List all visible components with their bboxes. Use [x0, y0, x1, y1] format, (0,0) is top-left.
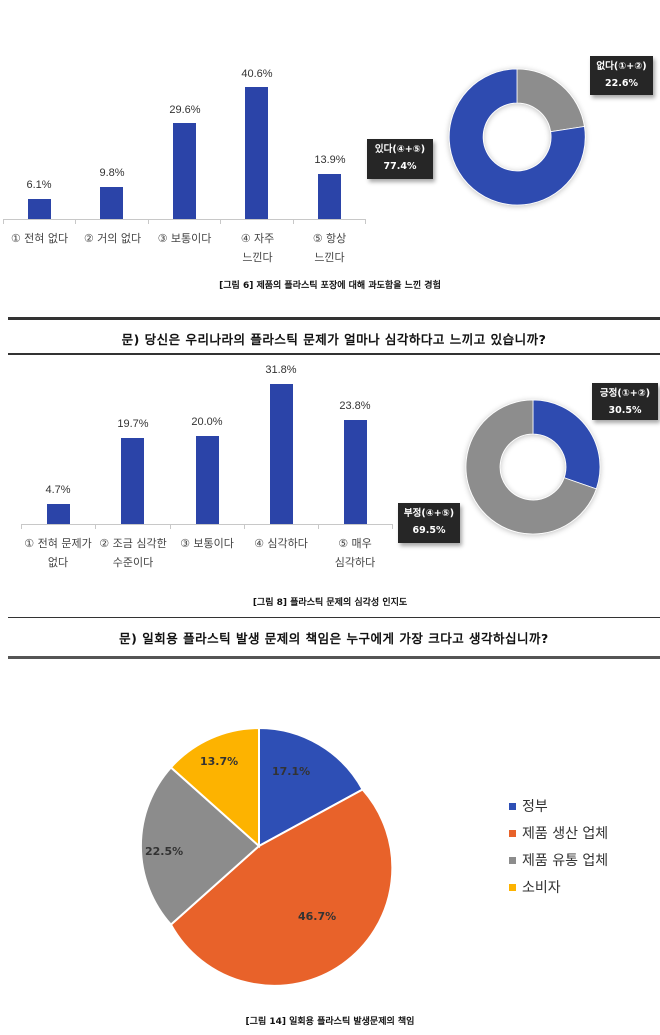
donut-label-positive-title: 긍정(①+②): [599, 388, 651, 399]
bar-value-3: 29.6%: [169, 104, 201, 116]
bar-1: [47, 504, 70, 524]
category-label-2: ② 조금 심각한 수준이다: [99, 537, 167, 569]
axis-tick: [148, 219, 149, 224]
bar-value-2: 19.7%: [117, 418, 149, 430]
donut-label-no-title: 없다(①+②): [596, 61, 647, 72]
bar-value-2: 9.8%: [99, 167, 125, 179]
legend-label: 제품 생산 업체: [522, 826, 609, 842]
donut-label-positive: 긍정(①+②) 30.5%: [592, 383, 658, 420]
bar-3: [173, 123, 196, 219]
category-label-4: ④ 심각하다: [254, 537, 308, 550]
bar-value-1: 4.7%: [45, 484, 71, 496]
category-label-2: ② 거의 없다: [83, 232, 142, 245]
donut-label-negative-value: 69.5%: [412, 525, 446, 536]
pie-slice-distributor: [139, 765, 261, 927]
category-label-3: ③ 보통이다: [180, 537, 234, 550]
category-label-5: ⑤ 항상 느낀다: [312, 232, 347, 264]
axis-tick: [293, 219, 294, 224]
donut-segment-yes: [448, 68, 586, 206]
bar-4: [270, 384, 293, 524]
divider-thick: [8, 317, 660, 320]
bar-value-1: 6.1%: [26, 179, 52, 191]
axis-tick: [170, 524, 171, 529]
x-axis: [3, 219, 366, 220]
pie-slice-consumer: [169, 726, 260, 849]
bar-value-4: 31.8%: [265, 364, 297, 376]
donut-label-no: 없다(①+②) 22.6%: [590, 56, 653, 95]
axis-tick: [392, 524, 393, 529]
figure8-caption: [그림 8] 플라스틱 문제의 심각성 인지도: [252, 598, 408, 608]
pie-slice-manufacturer: [169, 788, 394, 987]
donut-segment-no: [516, 68, 585, 133]
pie-label-government: 17.1%: [272, 765, 311, 778]
legend-label: 제품 유통 업체: [522, 853, 609, 869]
question-3: 문) 일회용 플라스틱 발생 문제의 책임은 누구에게 가장 크다고 생각하십니…: [119, 631, 549, 646]
category-label-3: ③ 보통이다: [157, 232, 212, 245]
pie-label-manufacturer: 46.7%: [298, 910, 337, 923]
donut-label-positive-value: 30.5%: [608, 405, 642, 416]
divider: [8, 617, 660, 618]
axis-tick: [3, 219, 4, 224]
legend-label: 소비자: [522, 880, 561, 896]
axis-tick: [75, 219, 76, 224]
category-label-4: ④ 자주 느낀다: [240, 232, 275, 264]
divider-thick: [8, 656, 660, 659]
axis-tick: [365, 219, 366, 224]
axis-tick: [318, 524, 319, 529]
axis-tick: [244, 524, 245, 529]
x-axis: [21, 524, 392, 525]
legend-item-consumer: 소비자: [509, 877, 561, 897]
pie-label-consumer: 13.7%: [200, 755, 239, 768]
divider: [8, 353, 660, 355]
axis-tick: [220, 219, 221, 224]
axis-tick: [21, 524, 22, 529]
bar-value-3: 20.0%: [191, 416, 223, 428]
legend-item-government: 정부: [509, 796, 548, 816]
donut-label-negative-title: 부정(④+⑤): [403, 508, 455, 519]
category-label-5: ⑤ 매우 심각하다: [334, 537, 376, 569]
legend-swatch: [509, 802, 516, 810]
legend-label: 정부: [522, 799, 548, 815]
category-label-1: ① 전혀 없다: [10, 232, 69, 245]
bar-value-5: 23.8%: [339, 400, 371, 412]
donut-label-no-value: 22.6%: [605, 78, 638, 89]
donut-segment-positive: [532, 399, 601, 490]
figure14-caption: [그림 14] 일회용 플라스틱 발생문제의 책임: [245, 1017, 415, 1027]
legend-swatch: [509, 883, 516, 891]
bar-value-5: 13.9%: [314, 154, 346, 166]
figure14-pie-chart: [139, 726, 394, 987]
bar-5: [318, 174, 341, 219]
axis-tick: [95, 524, 96, 529]
bar-2: [121, 438, 144, 524]
legend-swatch: [509, 856, 516, 864]
bar-3: [196, 436, 219, 524]
donut-label-yes-title: 있다(④+⑤): [374, 144, 426, 155]
question-2: 문) 당신은 우리나라의 플라스틱 문제가 얼마나 심각하다고 느끼고 있습니까…: [121, 332, 547, 347]
category-label-1: ① 전혀 문제가 없다: [24, 537, 92, 569]
donut-label-yes-value: 77.4%: [383, 161, 417, 172]
figure6-caption: [그림 6] 제품의 플라스틱 포장에 대해 과도함을 느낀 경험: [219, 281, 441, 291]
bar-value-4: 40.6%: [241, 68, 273, 80]
bar-4: [245, 87, 268, 219]
legend-item-distributor: 제품 유통 업체: [509, 850, 608, 870]
donut-segment-negative: [465, 399, 597, 535]
donut-label-yes: 있다(④+⑤) 77.4%: [367, 139, 433, 179]
pie-label-distributor: 22.5%: [145, 845, 184, 858]
bar-2: [100, 187, 123, 219]
donut-label-negative: 부정(④+⑤) 69.5%: [398, 503, 460, 543]
legend-item-manufacturer: 제품 생산 업체: [509, 823, 608, 843]
legend-swatch: [509, 829, 516, 837]
pie-slice-government: [258, 726, 364, 848]
bar-5: [344, 420, 367, 524]
bar-1: [28, 199, 51, 219]
